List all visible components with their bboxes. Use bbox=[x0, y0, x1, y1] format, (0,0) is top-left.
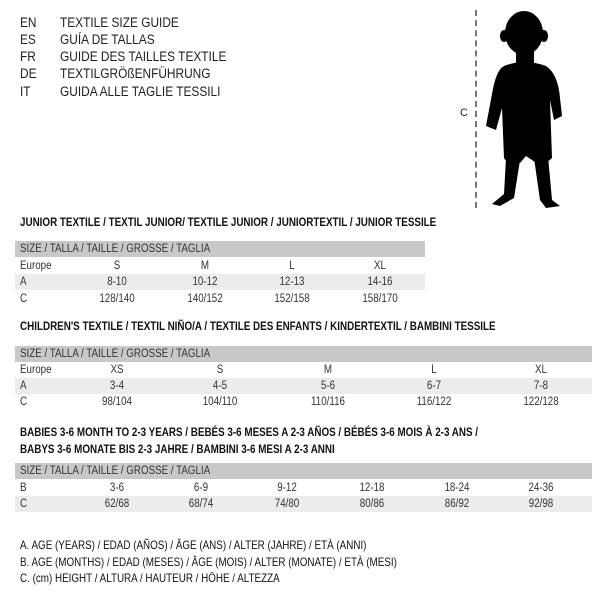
table-row: B 3-6 6-9 9-12 12-18 18-24 24-36 bbox=[15, 480, 592, 496]
row-label: C bbox=[20, 396, 28, 408]
cell: S bbox=[113, 260, 121, 272]
cell: 12-18 bbox=[359, 482, 385, 494]
cell: S bbox=[216, 364, 224, 376]
cell: 10-12 bbox=[192, 276, 218, 288]
table-row: Europe S M L XL bbox=[15, 258, 425, 274]
row-label: Europe bbox=[20, 260, 52, 272]
legend-b: B. AGE (MONTHS) / EDAD (MESES) / ÂGE (MO… bbox=[20, 555, 397, 569]
cell: XS bbox=[110, 364, 124, 376]
table-header: SIZE / TALLA / TAILLE / GRÖSSE / TAGLIA bbox=[15, 346, 592, 362]
table-header: SIZE / TALLA / TAILLE / GRÖSSE / TAGLIA bbox=[15, 241, 425, 257]
cell: L bbox=[431, 364, 437, 376]
row-label: C bbox=[20, 498, 28, 510]
cell: 140/152 bbox=[187, 293, 223, 305]
table-header: SIZE / TALLA / TAILLE / GRÖSSE / TAGLIA bbox=[15, 463, 592, 479]
cell: 4-5 bbox=[212, 380, 228, 392]
babies-size-table: SIZE / TALLA / TAILLE / GRÖSSE / TAGLIA … bbox=[15, 463, 592, 513]
row-label: B bbox=[20, 482, 27, 494]
cell: 6-9 bbox=[193, 482, 209, 494]
lang-code-en: EN bbox=[20, 15, 37, 30]
height-label: C bbox=[460, 107, 468, 119]
cell: 104/110 bbox=[202, 396, 238, 408]
header-label: SIZE / TALLA / TAILLE / GRÖSSE / TAGLIA bbox=[20, 465, 211, 477]
lang-title-it: GUIDA ALLE TAGLIE TESSILI bbox=[60, 84, 221, 99]
legend-c: C. (cm) HEIGHT / ALTURA / HAUTEUR / HÖHE… bbox=[20, 571, 280, 585]
cell: 74/80 bbox=[274, 498, 300, 510]
cell: 86/92 bbox=[444, 498, 470, 510]
lang-title-fr: GUIDE DES TAILLES TEXTILE bbox=[60, 49, 227, 64]
cell: 80/86 bbox=[359, 498, 385, 510]
cell: L bbox=[289, 260, 295, 272]
table-row: A 3-4 4-5 5-6 6-7 7-8 bbox=[15, 378, 592, 394]
baby-silhouette-icon bbox=[486, 11, 562, 208]
table-row: A 8-10 10-12 12-13 14-16 bbox=[15, 274, 425, 290]
table-row: C 128/140 140/152 152/158 158/170 bbox=[15, 291, 425, 307]
lang-code-es: ES bbox=[20, 32, 36, 47]
cell: 3-4 bbox=[109, 380, 125, 392]
babies-section-title-line2: BABYS 3-6 MONATE BIS 2-3 JAHRE / BAMBINI… bbox=[20, 442, 335, 456]
cell: 8-10 bbox=[107, 276, 127, 288]
cell: 18-24 bbox=[444, 482, 470, 494]
lang-code-it: IT bbox=[20, 84, 31, 99]
cell: 7-8 bbox=[533, 380, 549, 392]
cell: 62/68 bbox=[104, 498, 130, 510]
row-label: A bbox=[20, 380, 27, 392]
header-label: SIZE / TALLA / TAILLE / GRÖSSE / TAGLIA bbox=[20, 348, 211, 360]
cell: XL bbox=[535, 364, 547, 376]
legend-a: A. AGE (YEARS) / EDAD (AÑOS) / ÂGE (ANS)… bbox=[20, 538, 367, 552]
cell: 5-6 bbox=[320, 380, 336, 392]
cell: 122/128 bbox=[523, 396, 559, 408]
cell: 110/116 bbox=[311, 396, 345, 408]
lang-code-fr: FR bbox=[20, 49, 36, 64]
row-label: Europe bbox=[20, 364, 52, 376]
lang-title-de: TEXTILGRÖßENFÜHRUNG bbox=[60, 66, 211, 81]
height-measure-line bbox=[475, 10, 477, 208]
babies-section-title-line1: BABIES 3-6 MONTH TO 2-3 YEARS / BEBÉS 3-… bbox=[20, 425, 479, 439]
cell: 6-7 bbox=[426, 380, 442, 392]
cell: M bbox=[323, 364, 333, 376]
lang-title-es: GUÍA DE TALLAS bbox=[60, 32, 155, 47]
cell: 92/98 bbox=[528, 498, 554, 510]
table-row: Europe XS S M L XL bbox=[15, 362, 592, 378]
cell: 14-16 bbox=[367, 276, 393, 288]
lang-code-de: DE bbox=[20, 66, 37, 81]
cell: 12-13 bbox=[279, 276, 305, 288]
cell: 3-6 bbox=[109, 482, 125, 494]
cell: 68/74 bbox=[188, 498, 214, 510]
cell: 9-12 bbox=[277, 482, 297, 494]
row-label: C bbox=[20, 293, 28, 305]
cell: 152/158 bbox=[274, 293, 310, 305]
table-row: C 98/104 104/110 110/116 116/122 122/128 bbox=[15, 394, 592, 410]
header-label: SIZE / TALLA / TAILLE / GRÖSSE / TAGLIA bbox=[20, 243, 211, 255]
row-label: A bbox=[20, 276, 27, 288]
cell: 128/140 bbox=[99, 293, 135, 305]
cell: M bbox=[200, 260, 210, 272]
junior-size-table: SIZE / TALLA / TAILLE / GRÖSSE / TAGLIA … bbox=[15, 241, 425, 307]
cell: 98/104 bbox=[102, 396, 132, 408]
children-section-title: CHILDREN'S TEXTILE / TEXTIL NIÑO/A / TEX… bbox=[20, 319, 496, 333]
lang-title-en: TEXTILE SIZE GUIDE bbox=[60, 15, 179, 30]
cell: 116/122 bbox=[416, 396, 452, 408]
cell: 24-36 bbox=[528, 482, 554, 494]
table-row: C 62/68 68/74 74/80 80/86 86/92 92/98 bbox=[15, 496, 592, 512]
cell: 158/170 bbox=[362, 293, 398, 305]
junior-section-title: JUNIOR TEXTILE / TEXTIL JUNIOR/ TEXTILE … bbox=[20, 215, 437, 229]
cell: XL bbox=[374, 260, 386, 272]
children-size-table: SIZE / TALLA / TAILLE / GRÖSSE / TAGLIA … bbox=[15, 346, 592, 412]
